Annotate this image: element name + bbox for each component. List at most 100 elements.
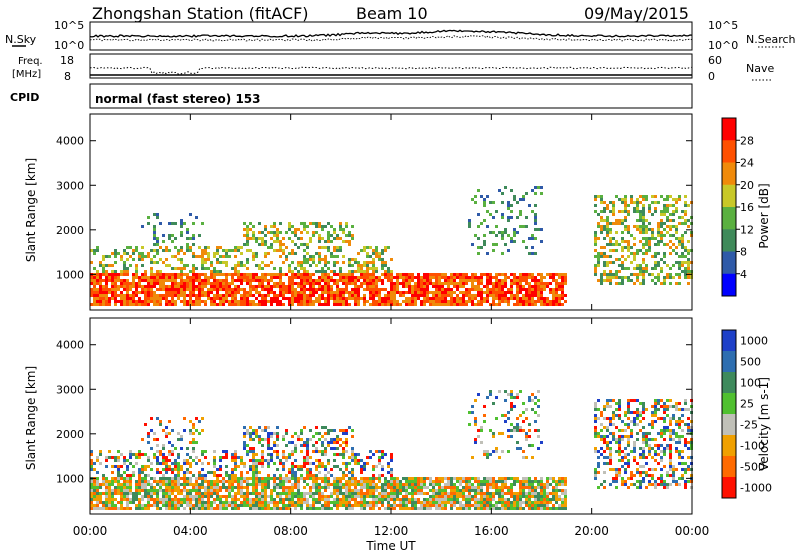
velocity-echo-cell	[504, 414, 507, 417]
power-echo-cell	[396, 291, 399, 294]
power-echo-cell	[459, 276, 462, 279]
velocity-echo-cell	[369, 486, 372, 489]
power-echo-cell	[219, 270, 222, 273]
power-echo-cell	[195, 285, 198, 288]
power-echo-cell	[609, 222, 612, 225]
power-echo-cell	[345, 285, 348, 288]
power-echo-cell	[150, 273, 153, 276]
velocity-echo-cell	[345, 438, 348, 441]
velocity-echo-cell	[501, 507, 504, 510]
velocity-echo-cell	[333, 489, 336, 492]
velocity-echo-cell	[618, 471, 621, 474]
power-echo-cell	[144, 291, 147, 294]
velocity-echo-cell	[618, 441, 621, 444]
velocity-echo-cell	[249, 465, 252, 468]
velocity-echo-cell	[321, 441, 324, 444]
power-echo-cell	[204, 246, 207, 249]
velocity-echo-cell	[549, 507, 552, 510]
power-echo-cell	[405, 297, 408, 300]
power-echo-cell	[423, 279, 426, 282]
velocity-echo-cell	[414, 498, 417, 501]
velocity-echo-cell	[600, 411, 603, 414]
power-echo-cell	[645, 195, 648, 198]
power-echo-cell	[447, 276, 450, 279]
velocity-echo-cell	[228, 489, 231, 492]
velocity-echo-cell	[240, 471, 243, 474]
velocity-echo-cell	[207, 483, 210, 486]
power-echo-cell	[138, 252, 141, 255]
velocity-echo-cell	[498, 480, 501, 483]
power-echo-cell	[552, 294, 555, 297]
velocity-echo-cell	[261, 462, 264, 465]
power-echo-cell	[210, 270, 213, 273]
velocity-echo-cell	[138, 504, 141, 507]
power-echo-cell	[459, 303, 462, 306]
power-echo-cell	[357, 279, 360, 282]
velocity-echo-cell	[540, 498, 543, 501]
velocity-echo-cell	[606, 429, 609, 432]
power-echo-cell	[330, 276, 333, 279]
power-echo-cell	[459, 291, 462, 294]
velocity-echo-cell	[138, 477, 141, 480]
velocity-echo-cell	[549, 498, 552, 501]
velocity-echo-cell	[495, 489, 498, 492]
velocity-echo-cell	[201, 468, 204, 471]
velocity-echo-cell	[528, 483, 531, 486]
velocity-echo-cell	[294, 474, 297, 477]
velocity-echo-cell	[168, 459, 171, 462]
velocity-echo-cell	[156, 468, 159, 471]
velocity-echo-cell	[234, 495, 237, 498]
velocity-echo-cell	[558, 507, 561, 510]
velocity-echo-cell	[324, 426, 327, 429]
velocity-echo-cell	[150, 417, 153, 420]
velocity-echo-cell	[342, 450, 345, 453]
velocity-echo-cell	[327, 429, 330, 432]
velocity-echo-cell	[108, 507, 111, 510]
power-echo-cell	[321, 267, 324, 270]
velocity-echo-cell	[225, 507, 228, 510]
velocity-echo-cell	[528, 399, 531, 402]
velocity-echo-cell	[147, 492, 150, 495]
velocity-echo-cell	[399, 492, 402, 495]
velocity-echo-cell	[303, 477, 306, 480]
velocity-echo-cell	[126, 486, 129, 489]
power-echo-cell	[90, 291, 93, 294]
power-echo-cell	[267, 300, 270, 303]
velocity-echo-cell	[96, 498, 99, 501]
power-echo-cell	[675, 261, 678, 264]
velocity-echo-cell	[525, 456, 528, 459]
power-echo-cell	[639, 273, 642, 276]
velocity-echo-cell	[336, 465, 339, 468]
power-echo-cell	[339, 225, 342, 228]
velocity-echo-cell	[174, 480, 177, 483]
velocity-echo-cell	[93, 489, 96, 492]
velocity-echo-cell	[645, 435, 648, 438]
power-echo-cell	[492, 291, 495, 294]
velocity-echo-cell	[249, 426, 252, 429]
power-echo-cell	[330, 291, 333, 294]
velocity-echo-cell	[171, 492, 174, 495]
power-echo-cell	[528, 285, 531, 288]
velocity-echo-cell	[123, 492, 126, 495]
velocity-echo-cell	[276, 426, 279, 429]
power-echo-cell	[480, 291, 483, 294]
power-echo-cell	[237, 264, 240, 267]
power-echo-cell	[327, 285, 330, 288]
power-echo-cell	[156, 249, 159, 252]
power-echo-cell	[645, 225, 648, 228]
power-echo-cell	[384, 297, 387, 300]
velocity-echo-cell	[306, 474, 309, 477]
power-echo-cell	[381, 249, 384, 252]
velocity-echo-cell	[273, 444, 276, 447]
power-echo-cell	[672, 219, 675, 222]
velocity-echo-cell	[312, 477, 315, 480]
power-echo-cell	[135, 264, 138, 267]
power-echo-cell	[525, 225, 528, 228]
velocity-echo-cell	[540, 507, 543, 510]
power-echo-cell	[342, 294, 345, 297]
velocity-echo-cell	[297, 438, 300, 441]
power-echo-cell	[675, 228, 678, 231]
power-echo-cell	[288, 303, 291, 306]
power-echo-cell	[660, 258, 663, 261]
power-echo-cell	[540, 276, 543, 279]
